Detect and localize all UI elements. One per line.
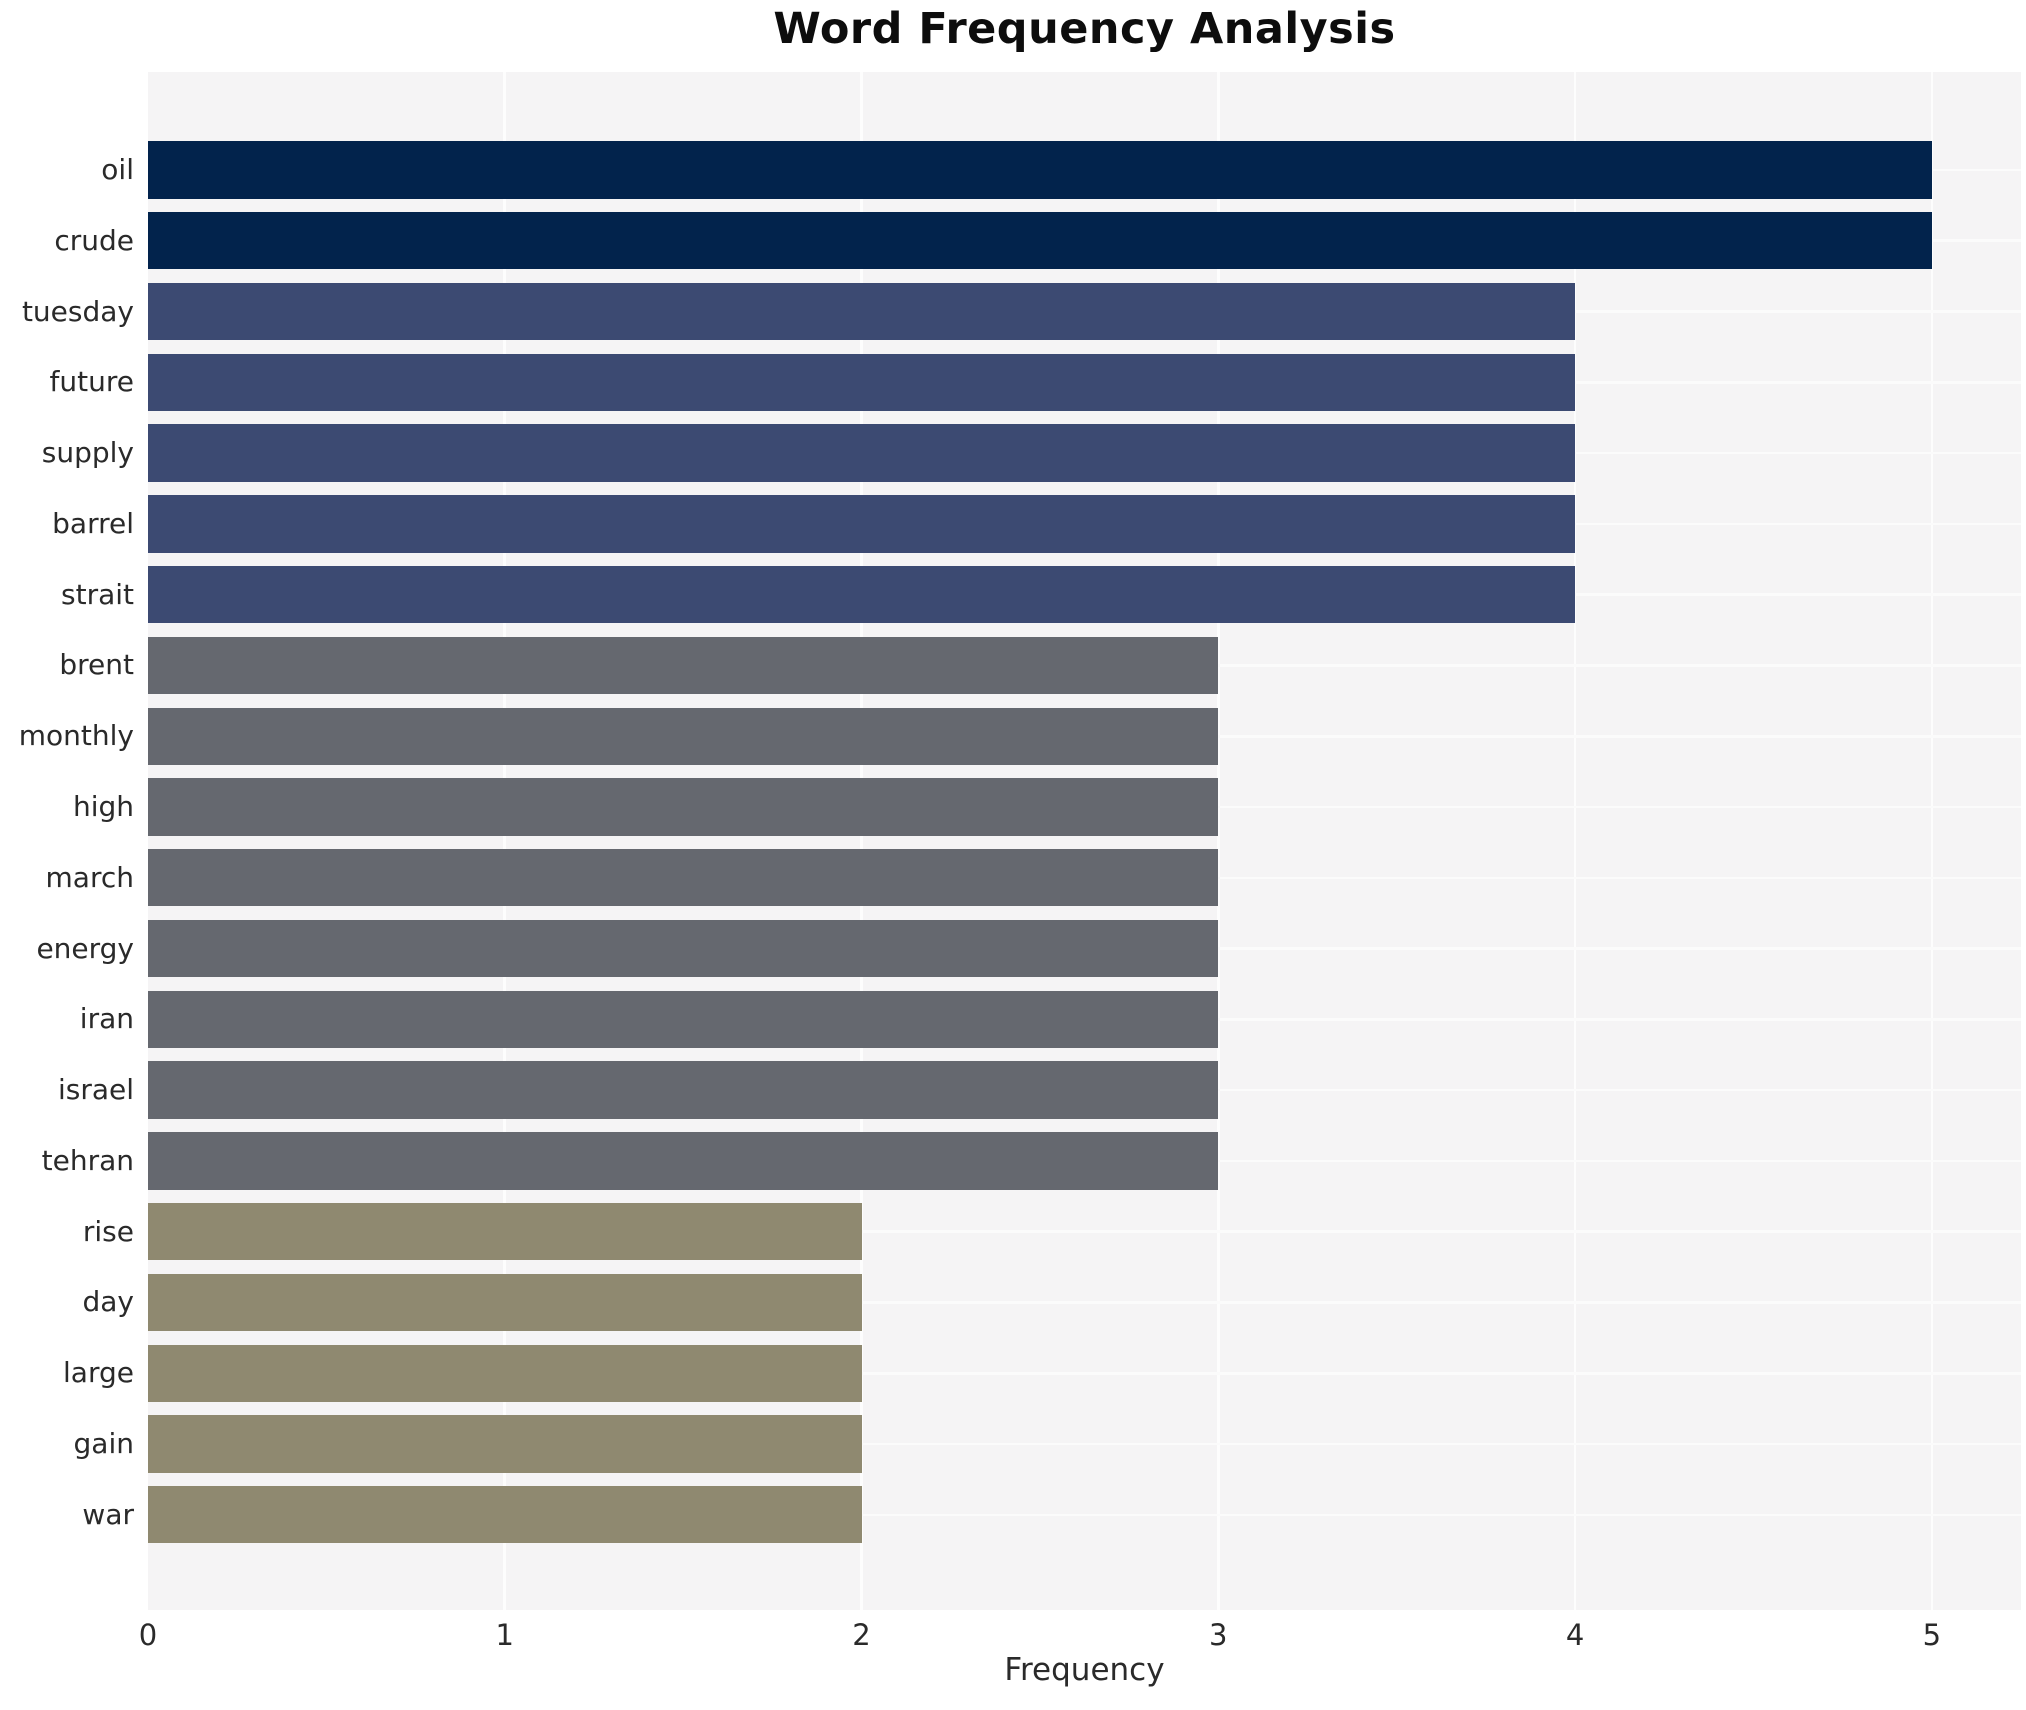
y-label-iran: iran: [79, 1002, 134, 1036]
bar-gain: [148, 1415, 862, 1473]
vertical-gridline: [503, 72, 507, 1610]
chart-title: Word Frequency Analysis: [773, 4, 1396, 54]
horizontal-gridline: [148, 1230, 2021, 1233]
y-label-oil: oil: [101, 153, 134, 186]
bar-iran: [148, 990, 1219, 1048]
x-tick-4: 4: [1565, 1618, 1585, 1652]
vertical-gridline: [1573, 72, 1577, 1610]
vertical-gridline: [1930, 72, 1934, 1610]
bar-brent: [148, 636, 1219, 695]
y-label-energy: energy: [36, 931, 134, 965]
vertical-gridline: [860, 72, 863, 1610]
x-tick-2: 2: [852, 1618, 871, 1652]
x-tick-1: 1: [495, 1618, 514, 1652]
bar-large: [148, 1344, 862, 1402]
y-label-march: march: [45, 860, 134, 894]
y-label-future: future: [49, 365, 134, 399]
bar-monthly: [148, 707, 1219, 765]
bar-barrel: [148, 495, 1576, 553]
bar-supply: [148, 424, 1576, 482]
y-label-high: high: [72, 790, 134, 824]
y-label-gain: gain: [73, 1427, 134, 1461]
bar-high: [148, 778, 1219, 836]
bar-tuesday: [148, 282, 1576, 341]
y-label-israel: israel: [57, 1073, 134, 1107]
bar-future: [148, 353, 1576, 411]
bar-tehran: [148, 1132, 1219, 1190]
y-label-brent: brent: [59, 648, 134, 682]
bar-march: [148, 849, 1219, 907]
bar-rise: [148, 1203, 862, 1261]
bar-war: [148, 1486, 862, 1544]
y-label-strait: strait: [61, 577, 134, 611]
y-label-tehran: tehran: [41, 1143, 134, 1177]
y-label-crude: crude: [54, 223, 134, 257]
horizontal-gridline: [148, 1442, 2021, 1446]
bar-israel: [148, 1061, 1219, 1119]
horizontal-gridline: [148, 1513, 2021, 1517]
bar-day: [148, 1273, 862, 1332]
y-label-war: war: [82, 1497, 134, 1531]
y-label-tuesday: tuesday: [21, 294, 134, 328]
horizontal-gridline: [148, 1301, 2021, 1304]
y-label-day: day: [82, 1285, 134, 1319]
horizontal-gridline: [148, 1371, 2021, 1375]
plot-area: [148, 72, 2021, 1610]
y-label-large: large: [63, 1356, 134, 1390]
bar-strait: [148, 566, 1576, 624]
y-label-barrel: barrel: [52, 506, 134, 540]
bar-crude: [148, 212, 1932, 270]
x-tick-0: 0: [138, 1618, 158, 1652]
bar-oil: [148, 141, 1932, 199]
y-label-supply: supply: [41, 436, 134, 470]
x-axis-title: Frequency: [1004, 1652, 1165, 1688]
y-label-monthly: monthly: [18, 719, 134, 753]
x-tick-5: 5: [1922, 1618, 1942, 1652]
y-label-rise: rise: [82, 1214, 134, 1248]
vertical-gridline: [1216, 72, 1220, 1610]
bar-energy: [148, 919, 1219, 978]
x-tick-3: 3: [1209, 1618, 1228, 1652]
